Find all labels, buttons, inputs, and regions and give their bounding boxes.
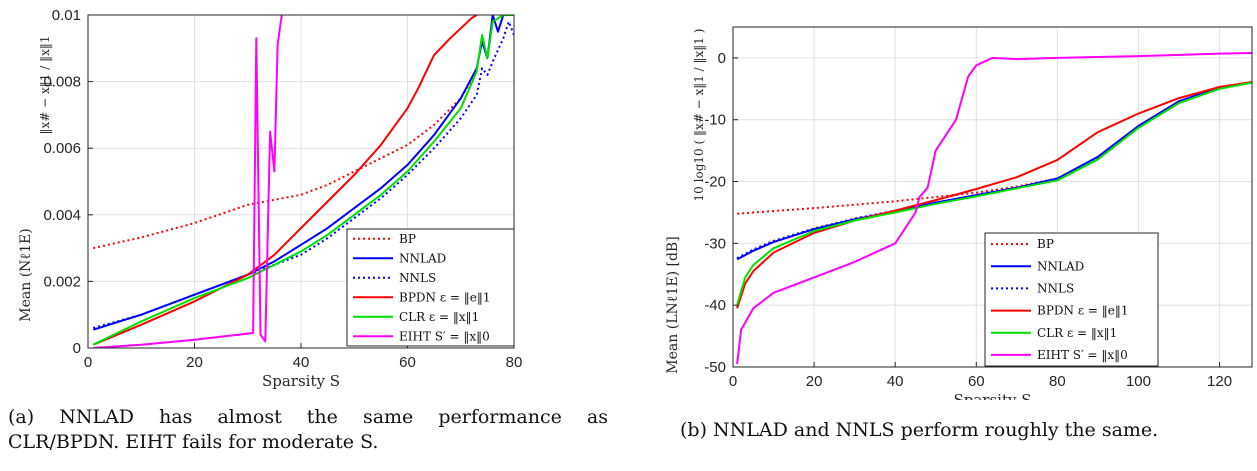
legend: BP NNLAD NNLS BPDN ε = ‖e‖1 CLR ε = ‖x‖1 EIHT… bbox=[346, 228, 515, 347]
legend-label: NNLAD bbox=[1037, 259, 1084, 273]
y-tick-label: -30 bbox=[704, 235, 726, 252]
series-line bbox=[93, 15, 283, 348]
x-tick-label: 120 bbox=[1207, 373, 1232, 390]
legend-label: CLR ε = ‖x‖1 bbox=[399, 310, 479, 324]
legend-label: NNLAD bbox=[399, 251, 446, 265]
legend-label: NNLS bbox=[1037, 281, 1074, 295]
y-tick-label: 0 bbox=[718, 50, 726, 67]
caption-a-line1: (a) NNLAD has almost the same performanc… bbox=[8, 406, 608, 428]
x-tick-label: 60 bbox=[399, 354, 416, 371]
x-tick-label: 80 bbox=[506, 354, 523, 371]
x-tick-label: 0 bbox=[729, 373, 737, 390]
legend-label: BP bbox=[1037, 237, 1054, 251]
x-tick-label: 100 bbox=[1126, 373, 1151, 390]
figure-canvas: 0 20 40 60 80 0 0.002 0.004 0.006 0.008 0.01 Sparsi… bbox=[18, 7, 1253, 400]
series-group bbox=[736, 52, 1252, 365]
y-axis-formula: ‖x# − x‖1 / ‖x‖1 bbox=[38, 36, 52, 135]
legend-label: EIHT S′ = ‖x‖0 bbox=[399, 329, 490, 343]
y-tick-label: -50 bbox=[704, 359, 726, 376]
series-line bbox=[736, 81, 1252, 309]
y-tick-label: 0.01 bbox=[52, 7, 81, 24]
y-tick-label: 0.004 bbox=[43, 207, 81, 224]
caption-b: (b) NNLAD and NNLS perform roughly the s… bbox=[680, 419, 1159, 441]
series-line bbox=[92, 15, 514, 346]
x-axis-label: Sparsity S bbox=[262, 372, 340, 390]
x-tick-label: 0 bbox=[84, 354, 92, 371]
series-line bbox=[736, 52, 1252, 365]
y-tick-label: 0 bbox=[73, 340, 81, 357]
legend-label: CLR ε = ‖x‖1 bbox=[1037, 326, 1117, 340]
x-tick-label: 20 bbox=[186, 354, 203, 371]
legend-label: NNLS bbox=[399, 271, 436, 285]
y-tick-label: 0.002 bbox=[43, 273, 81, 290]
y-tick-label: 0.008 bbox=[43, 74, 81, 91]
axes-box bbox=[732, 26, 1253, 368]
series-line bbox=[93, 71, 478, 250]
series-line bbox=[736, 81, 1252, 261]
x-tick-label: 80 bbox=[1049, 373, 1066, 390]
y-tick-label: -40 bbox=[704, 297, 726, 314]
legend-label: BPDN ε = ‖e‖1 bbox=[1037, 304, 1128, 318]
legend-label: BPDN ε = ‖e‖1 bbox=[399, 290, 490, 304]
chart-b: 0 20 40 60 80 100 120 -50 -40 -30 -20 -10 0 Sparsity … bbox=[665, 26, 1253, 400]
y-tick-label: -10 bbox=[704, 112, 726, 129]
x-tick-label: 40 bbox=[293, 354, 310, 371]
x-tick-label: 40 bbox=[887, 373, 904, 390]
legend-label: BP bbox=[399, 232, 416, 246]
x-tick-label: 60 bbox=[968, 373, 985, 390]
y-axis-formula: 10 log10 ( ‖x# − x‖1 / ‖x‖1 ) bbox=[692, 29, 706, 202]
chart-a: 0 20 40 60 80 0 0.002 0.004 0.006 0.008 0.01 Sparsi… bbox=[18, 7, 522, 390]
y-tick-label: 0.006 bbox=[43, 140, 81, 157]
y-tick-label: -20 bbox=[704, 174, 726, 191]
legend-label: EIHT S′ = ‖x‖0 bbox=[1037, 348, 1128, 362]
x-axis-label: Sparsity S bbox=[953, 391, 1031, 400]
series-group bbox=[92, 15, 514, 348]
x-tick-label: 20 bbox=[806, 373, 823, 390]
y-axis-label: Mean (LNℓ1E) [dB] bbox=[665, 236, 681, 373]
series-line bbox=[736, 81, 1252, 306]
legend-box bbox=[346, 228, 515, 347]
legend-box bbox=[984, 232, 1159, 367]
caption-a: (a) NNLAD has almost the same performanc… bbox=[8, 405, 608, 455]
caption-a-line2: CLR/BPDN. EIHT fails for moderate S. bbox=[8, 431, 379, 453]
legend: BP NNLAD NNLS BPDN ε = ‖e‖1 CLR ε = ‖x‖1 EIHT… bbox=[984, 232, 1159, 367]
y-axis-label: Mean (Nℓ1E) bbox=[18, 228, 34, 321]
